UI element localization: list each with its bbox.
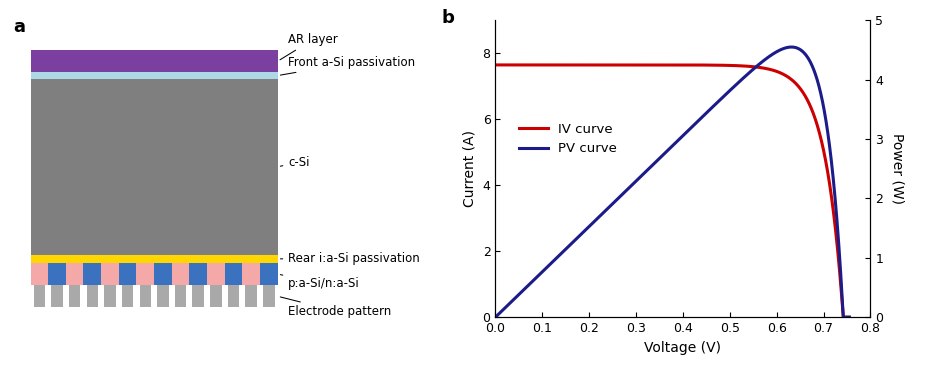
Bar: [136, 263, 154, 285]
Bar: [51, 285, 63, 307]
Bar: [122, 285, 133, 307]
Bar: [87, 285, 98, 307]
Bar: [31, 79, 278, 255]
Bar: [260, 263, 278, 285]
Bar: [193, 285, 204, 307]
Text: a: a: [14, 18, 26, 36]
Bar: [31, 255, 278, 263]
Bar: [119, 263, 136, 285]
Bar: [31, 72, 278, 79]
Bar: [154, 263, 171, 285]
Text: Electrode pattern: Electrode pattern: [281, 297, 392, 318]
Bar: [243, 263, 260, 285]
Bar: [83, 263, 101, 285]
Text: p:a-Si/n:a-Si: p:a-Si/n:a-Si: [281, 275, 360, 290]
Bar: [171, 263, 190, 285]
Bar: [190, 263, 207, 285]
Legend: IV curve, PV curve: IV curve, PV curve: [513, 118, 622, 161]
Bar: [225, 263, 243, 285]
Bar: [207, 263, 225, 285]
Text: b: b: [441, 9, 454, 27]
Bar: [31, 50, 278, 72]
Bar: [69, 285, 81, 307]
Bar: [66, 263, 83, 285]
Bar: [105, 285, 116, 307]
Bar: [263, 285, 274, 307]
Bar: [175, 285, 186, 307]
Text: AR layer: AR layer: [280, 33, 338, 60]
Text: Rear i:a-Si passivation: Rear i:a-Si passivation: [281, 252, 420, 265]
Bar: [228, 285, 239, 307]
Bar: [157, 285, 169, 307]
Y-axis label: Power (W): Power (W): [890, 133, 904, 204]
Bar: [48, 263, 66, 285]
Bar: [245, 285, 257, 307]
Y-axis label: Current (A): Current (A): [463, 130, 477, 207]
Bar: [140, 285, 151, 307]
Text: Front a-Si passivation: Front a-Si passivation: [281, 56, 416, 75]
Bar: [210, 285, 221, 307]
Bar: [31, 263, 48, 285]
X-axis label: Voltage (V): Voltage (V): [644, 341, 721, 355]
Text: c-Si: c-Si: [281, 156, 310, 169]
Bar: [101, 263, 119, 285]
Bar: [33, 285, 45, 307]
